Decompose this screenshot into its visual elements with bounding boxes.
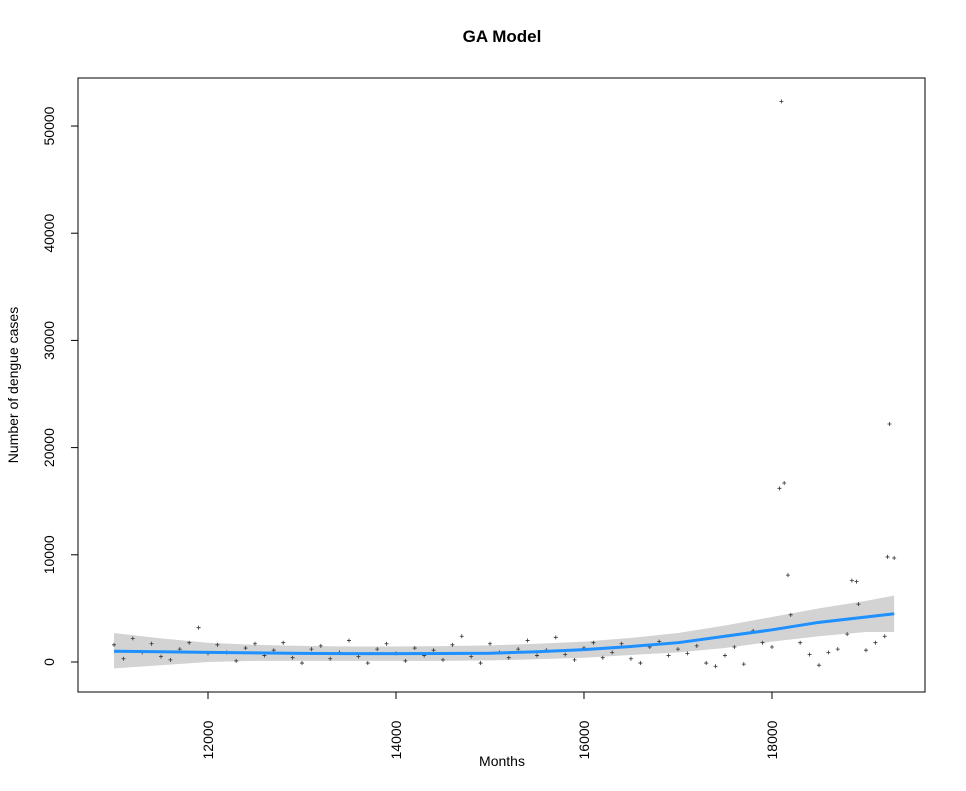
data-point xyxy=(112,642,117,647)
data-point xyxy=(384,641,389,646)
data-point xyxy=(722,653,727,658)
data-point xyxy=(873,640,878,645)
data-point xyxy=(713,664,718,669)
data-point xyxy=(600,655,605,660)
data-point xyxy=(788,612,793,617)
x-tick-label: 14000 xyxy=(388,720,404,759)
data-point xyxy=(666,653,671,658)
data-point xyxy=(591,640,596,645)
data-point xyxy=(882,634,887,639)
x-tick-label: 18000 xyxy=(764,720,780,759)
y-axis-title: Number of dengue cases xyxy=(5,307,21,463)
data-point xyxy=(685,651,690,656)
data-point xyxy=(675,647,680,652)
data-point xyxy=(704,661,709,666)
plot-frame xyxy=(77,77,926,693)
data-point xyxy=(375,647,380,652)
data-point xyxy=(356,654,361,659)
data-point xyxy=(856,602,861,607)
data-point xyxy=(281,640,286,645)
y-tick-label: 50000 xyxy=(41,106,57,145)
data-point xyxy=(149,641,154,646)
data-point xyxy=(785,573,790,578)
data-point xyxy=(525,638,530,643)
data-point xyxy=(849,578,854,583)
data-point xyxy=(563,652,568,657)
data-point xyxy=(469,654,474,659)
data-point xyxy=(835,647,840,652)
data-point xyxy=(450,642,455,647)
data-point xyxy=(816,663,821,668)
data-point xyxy=(328,656,333,661)
data-point xyxy=(478,661,483,666)
data-point xyxy=(516,647,521,652)
data-point xyxy=(234,658,239,663)
data-point xyxy=(252,641,257,646)
data-point xyxy=(215,642,220,647)
y-tick-label: 40000 xyxy=(41,214,57,253)
data-point xyxy=(130,636,135,641)
data-point xyxy=(610,650,615,655)
data-point xyxy=(732,644,737,649)
data-point xyxy=(271,648,276,653)
data-point xyxy=(741,662,746,667)
data-point xyxy=(534,653,539,658)
data-point xyxy=(177,647,182,652)
data-point xyxy=(309,647,314,652)
data-point xyxy=(121,656,126,661)
data-point xyxy=(487,641,492,646)
chart-title: GA Model xyxy=(463,27,542,46)
data-point xyxy=(619,641,624,646)
data-point xyxy=(782,480,787,485)
data-point xyxy=(412,646,417,651)
data-point xyxy=(807,652,812,657)
data-point xyxy=(887,422,892,427)
confidence-band xyxy=(114,595,895,669)
data-point xyxy=(506,655,511,660)
data-point xyxy=(885,554,890,559)
data-point xyxy=(187,640,192,645)
data-point xyxy=(243,646,248,651)
data-point xyxy=(798,640,803,645)
data-point xyxy=(694,643,699,648)
data-point xyxy=(760,640,765,645)
data-point xyxy=(863,648,868,653)
data-point xyxy=(459,634,464,639)
data-point xyxy=(168,657,173,662)
y-tick-label: 0 xyxy=(41,658,57,666)
data-point xyxy=(346,638,351,643)
data-point xyxy=(553,635,558,640)
data-point xyxy=(892,556,897,561)
y-tick-label: 10000 xyxy=(41,535,57,574)
data-point xyxy=(431,648,436,653)
data-point xyxy=(845,632,850,637)
data-point xyxy=(769,644,774,649)
data-point xyxy=(196,625,201,630)
data-point xyxy=(318,643,323,648)
fit-line xyxy=(113,612,895,656)
data-point xyxy=(403,658,408,663)
data-point xyxy=(777,486,782,491)
x-axis-title: Months xyxy=(479,753,525,769)
data-point xyxy=(158,654,163,659)
data-point xyxy=(440,657,445,662)
data-point xyxy=(299,661,304,666)
y-tick-label: 30000 xyxy=(41,321,57,360)
data-point xyxy=(826,650,831,655)
x-tick-label: 12000 xyxy=(200,720,216,759)
data-point xyxy=(779,99,784,104)
data-point xyxy=(854,579,859,584)
data-point xyxy=(365,661,370,666)
x-tick-label: 16000 xyxy=(576,720,592,759)
data-point xyxy=(628,656,633,661)
data-point xyxy=(572,657,577,662)
data-point xyxy=(290,655,295,660)
y-tick-label: 20000 xyxy=(41,428,57,467)
data-point xyxy=(638,661,643,666)
